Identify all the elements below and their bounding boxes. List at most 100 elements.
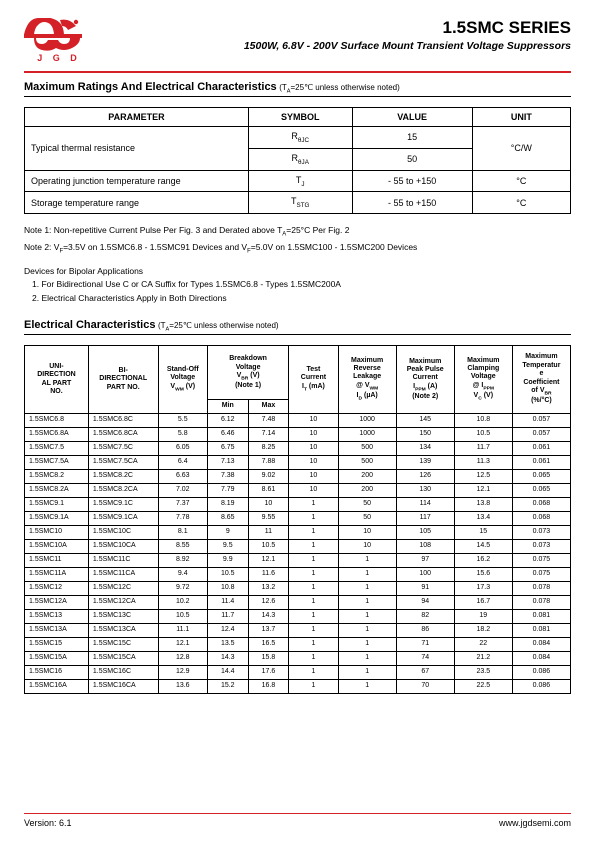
table-row: 1.5SMC131.5SMC13C10.511.714.31182190.081 [25,609,571,623]
col-peak: MaximumPeak PulseCurrentIPPM (A)(Note 2) [396,346,454,413]
bipolar-note-2: 2. Electrical Characteristics Apply in B… [24,292,571,305]
table-cell: 97 [396,553,454,567]
unit-tj: °C [472,170,570,192]
jgd-logo-icon [24,18,82,52]
table-cell: 10 [289,483,338,497]
table-cell: 1 [289,511,338,525]
table-cell: 1 [338,665,396,679]
table-cell: 13.5 [207,637,248,651]
brand-logo: J G D [24,18,94,63]
table-cell: 0.073 [512,539,570,553]
table-row: 1.5SMC9.1A1.5SMC9.1CA7.788.659.551501171… [25,511,571,525]
table-cell: 1.5SMC11 [25,553,89,567]
notes-block: Note 1: Non-repetitive Current Pulse Per… [24,224,571,304]
col-leakage: MaximumReverseLeakage@ VWMID (µA) [338,346,396,413]
table-cell: 91 [396,581,454,595]
table-cell: 1 [289,679,338,693]
table-cell: 71 [396,637,454,651]
table-cell: 6.63 [158,469,207,483]
table-cell: 1 [338,637,396,651]
note-1: Note 1: Non-repetitive Current Pulse Per… [24,224,571,240]
table-cell: 6.4 [158,455,207,469]
table-cell: 1.5SMC11A [25,567,89,581]
table-row: 1.5SMC7.5A1.5SMC7.5CA6.47.137.8810500139… [25,455,571,469]
table-cell: 0.057 [512,413,570,427]
table-cell: 1.5SMC15 [25,637,89,651]
table-cell: 10.8 [454,413,512,427]
table-cell: 114 [396,497,454,511]
table-cell: 13.8 [454,497,512,511]
table-cell: 108 [396,539,454,553]
table-cell: 1 [338,567,396,581]
table-row: 1.5SMC6.81.5SMC6.8C5.56.127.481010001451… [25,413,571,427]
table-cell: 0.061 [512,441,570,455]
table-row: 1.5SMC101.5SMC10C8.1911110105150.073 [25,525,571,539]
table-cell: 13.2 [248,581,289,595]
table-cell: 1 [338,553,396,567]
table-cell: 1.5SMC10CA [88,539,158,553]
table-cell: 0.084 [512,637,570,651]
brand-initials: J G D [24,53,94,63]
table-cell: 70 [396,679,454,693]
table-cell: 6.75 [207,441,248,455]
col-breakdown: BreakdownVoltageVBR (V)(Note 1) [207,346,288,400]
table-row: 1.5SMC8.2A1.5SMC8.2CA7.027.798.611020013… [25,483,571,497]
footer: Version: 6.1 www.jgdsemi.com [24,813,571,828]
table-cell: 1 [289,609,338,623]
table-cell: 12.1 [248,553,289,567]
table-cell: 10.2 [158,595,207,609]
table-cell: 12.1 [158,637,207,651]
table-cell: 1.5SMC7.5 [25,441,89,455]
table-cell: 0.086 [512,679,570,693]
table-cell: 1 [289,525,338,539]
table-cell: 1.5SMC12A [25,595,89,609]
val-rja: 50 [352,148,472,170]
table-cell: 1.5SMC15CA [88,651,158,665]
table-cell: 94 [396,595,454,609]
table-cell: 0.065 [512,483,570,497]
table-cell: 1 [289,651,338,665]
section-electrical-title: Electrical Characteristics [24,319,155,331]
table-row: 1.5SMC11A1.5SMC11CA9.410.511.61110015.60… [25,567,571,581]
table-cell: 1.5SMC7.5CA [88,455,158,469]
sym-tstg: TSTG [248,192,352,214]
table-cell: 12.4 [207,623,248,637]
bipolar-note-1: 1. For Bidirectional Use C or CA Suffix … [24,278,571,291]
table-cell: 1.5SMC6.8CA [88,427,158,441]
table-cell: 0.078 [512,595,570,609]
unit-thermal: °C/W [472,127,570,171]
table-cell: 16.2 [454,553,512,567]
table-cell: 67 [396,665,454,679]
table-cell: 0.086 [512,665,570,679]
table-cell: 1.5SMC9.1A [25,511,89,525]
table-cell: 8.19 [207,497,248,511]
table-cell: 1 [289,553,338,567]
table-cell: 0.073 [512,525,570,539]
table-cell: 16.8 [248,679,289,693]
table-row: 1.5SMC111.5SMC11C8.929.912.1119716.20.07… [25,553,571,567]
table-cell: 117 [396,511,454,525]
table-cell: 10 [289,413,338,427]
col-unit: UNIT [472,108,570,127]
table-cell: 7.37 [158,497,207,511]
col-standoff: Stand-OffVoltageVWM (V) [158,346,207,413]
table-cell: 16.5 [248,637,289,651]
param-thermal: Typical thermal resistance [25,127,249,171]
table-cell: 150 [396,427,454,441]
table-cell: 9.9 [207,553,248,567]
table-cell: 1.5SMC9.1CA [88,511,158,525]
table-cell: 8.1 [158,525,207,539]
table-cell: 15.2 [207,679,248,693]
val-tstg: - 55 to +150 [352,192,472,214]
table-cell: 134 [396,441,454,455]
table-cell: 10 [289,441,338,455]
table-cell: 1.5SMC6.8 [25,413,89,427]
table-cell: 9.02 [248,469,289,483]
table-cell: 14.4 [207,665,248,679]
table-cell: 8.55 [158,539,207,553]
table-cell: 13.7 [248,623,289,637]
table-row: 1.5SMC15A1.5SMC15CA12.814.315.8117421.20… [25,651,571,665]
table-cell: 50 [338,497,396,511]
table-cell: 1.5SMC10 [25,525,89,539]
table-cell: 139 [396,455,454,469]
